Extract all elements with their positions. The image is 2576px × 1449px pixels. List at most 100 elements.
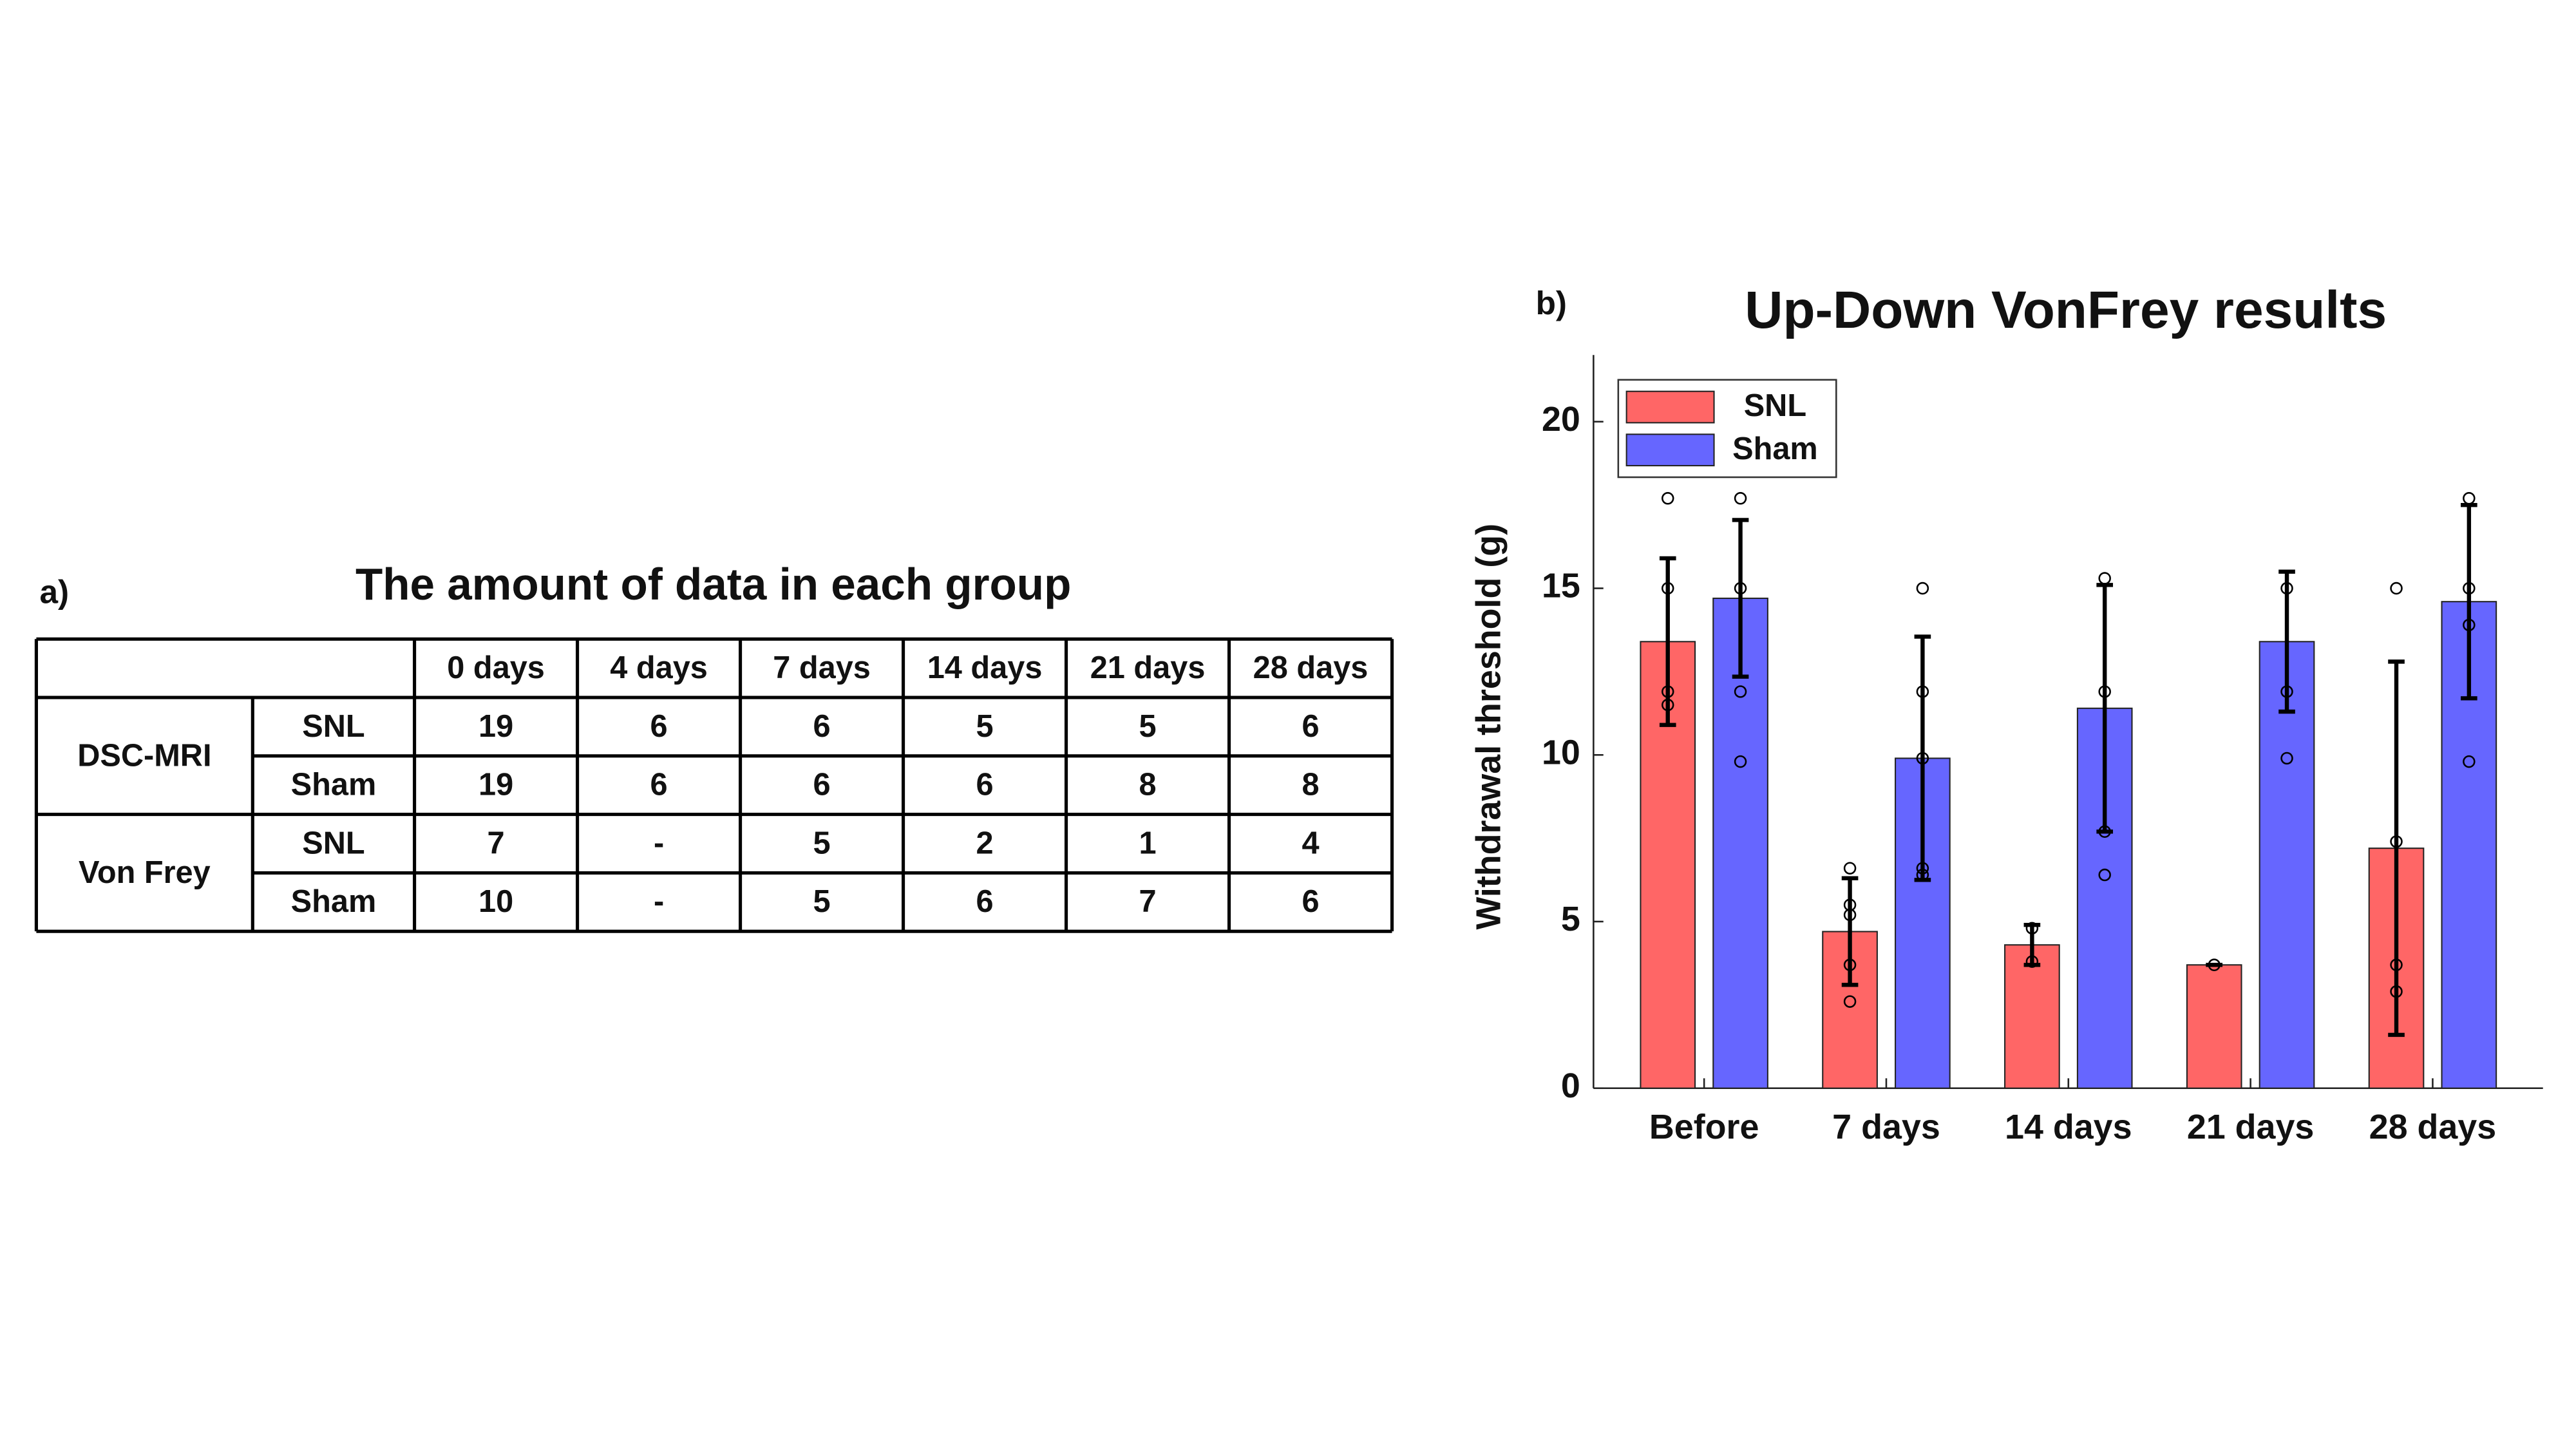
table-cell: 2 bbox=[976, 826, 994, 860]
y-tick-label: 5 bbox=[1561, 900, 1580, 938]
x-tick-label: 21 days bbox=[2187, 1108, 2315, 1146]
table-cell: 5 bbox=[813, 826, 831, 860]
table-cell: 7 bbox=[488, 826, 505, 860]
data-point bbox=[1662, 698, 1674, 712]
data-point bbox=[2098, 825, 2111, 838]
table-cell: 6 bbox=[1302, 709, 1319, 744]
table-cell: 6 bbox=[650, 768, 668, 802]
y-tick-label: 20 bbox=[1542, 400, 1580, 439]
row-label: SNL bbox=[302, 826, 365, 860]
table-cell: 7 bbox=[1139, 884, 1157, 919]
column-header: 14 days bbox=[927, 650, 1043, 685]
bar bbox=[2259, 641, 2315, 1089]
column-header: 28 days bbox=[1253, 650, 1368, 685]
legend-swatch bbox=[1625, 433, 1715, 467]
data-point bbox=[2463, 492, 2476, 505]
table-cell: 6 bbox=[813, 768, 831, 802]
table-cell: 5 bbox=[1139, 709, 1157, 744]
bar bbox=[2186, 964, 2242, 1089]
data-point bbox=[2025, 922, 2039, 935]
table-cell: 10 bbox=[478, 884, 513, 919]
table-title: The amount of data in each group bbox=[355, 559, 1071, 609]
column-header: 21 days bbox=[1090, 650, 1206, 685]
table-cell: 8 bbox=[1302, 768, 1319, 802]
row-label: Sham bbox=[291, 884, 377, 919]
data-point bbox=[2463, 582, 2476, 595]
chart-title: Up-Down VonFrey results bbox=[1745, 281, 2387, 339]
error-bar bbox=[2461, 502, 2477, 701]
data-point bbox=[2463, 618, 2476, 632]
table-cell: 5 bbox=[976, 709, 994, 744]
table-cell: - bbox=[654, 884, 664, 919]
error-bar bbox=[1841, 876, 1859, 987]
table-cell: 19 bbox=[478, 709, 513, 744]
y-tick-label: 10 bbox=[1542, 733, 1580, 772]
data-point bbox=[1843, 958, 1857, 972]
data-point bbox=[1916, 862, 1929, 875]
legend-swatch bbox=[1625, 390, 1715, 424]
y-tick-label: 0 bbox=[1561, 1066, 1580, 1105]
table-cell: 6 bbox=[650, 709, 668, 744]
group-label: Von Frey bbox=[79, 855, 211, 890]
legend-label: Sham bbox=[1732, 431, 1818, 466]
data-point bbox=[1916, 868, 1929, 882]
data-point bbox=[1843, 862, 1857, 875]
data-point bbox=[2098, 685, 2111, 698]
data-point bbox=[2280, 752, 2293, 765]
row-label: Sham bbox=[291, 768, 377, 802]
table-cell: 4 bbox=[1302, 826, 1319, 860]
data-point bbox=[1734, 492, 1747, 505]
row-label: SNL bbox=[302, 709, 365, 744]
column-header: 7 days bbox=[773, 650, 871, 685]
table-cell: 1 bbox=[1139, 826, 1157, 860]
data-point bbox=[1662, 492, 1674, 505]
table-cell: 19 bbox=[478, 768, 513, 802]
panel-label: b) bbox=[1536, 285, 1567, 321]
error-bar bbox=[1732, 518, 1749, 679]
data-point bbox=[2463, 755, 2476, 768]
y-axis-label: Withdrawal threshold (g) bbox=[1470, 524, 1508, 929]
data-point bbox=[2390, 985, 2403, 998]
table-cell: 6 bbox=[813, 709, 831, 744]
data-point bbox=[2098, 572, 2111, 585]
data-point bbox=[1734, 685, 1747, 698]
error-bar bbox=[2388, 659, 2405, 1037]
x-tick-label: 28 days bbox=[2369, 1108, 2497, 1146]
data-point bbox=[1916, 685, 1929, 698]
data-point bbox=[2390, 958, 2403, 972]
table-cell: - bbox=[654, 826, 664, 860]
data-point bbox=[2098, 868, 2111, 882]
x-tick-label: 14 days bbox=[2005, 1108, 2132, 1146]
table-cell: 6 bbox=[976, 884, 994, 919]
data-point bbox=[1734, 755, 1747, 768]
table-cell: 6 bbox=[976, 768, 994, 802]
data-point bbox=[1843, 995, 1857, 1008]
column-header: 4 days bbox=[610, 650, 708, 685]
data-point bbox=[2208, 958, 2221, 972]
bar bbox=[1712, 598, 1768, 1089]
x-tick-label: Before bbox=[1649, 1108, 1759, 1146]
y-tick-label: 15 bbox=[1542, 567, 1580, 605]
table-cell: 8 bbox=[1139, 768, 1157, 802]
data-point bbox=[1916, 752, 1929, 765]
data-point bbox=[2025, 955, 2039, 968]
data-point bbox=[1662, 685, 1674, 698]
data-point bbox=[1734, 582, 1747, 595]
data-point bbox=[1843, 908, 1857, 922]
legend-label: SNL bbox=[1744, 388, 1806, 423]
data-point bbox=[2280, 582, 2293, 595]
x-tick-label: 7 days bbox=[1832, 1108, 1940, 1146]
data-point bbox=[2390, 582, 2403, 595]
table-cell: 6 bbox=[1302, 884, 1319, 919]
data-point bbox=[2280, 685, 2293, 698]
data-point bbox=[1662, 582, 1674, 595]
data-point bbox=[1916, 582, 1929, 595]
panel-label: a) bbox=[40, 574, 70, 611]
table-cell: 5 bbox=[813, 884, 831, 919]
column-header: 0 days bbox=[447, 650, 545, 685]
error-bar bbox=[2023, 922, 2041, 967]
group-label: DSC-MRI bbox=[77, 738, 211, 773]
data-point bbox=[2390, 835, 2403, 848]
data-point bbox=[1843, 898, 1857, 911]
